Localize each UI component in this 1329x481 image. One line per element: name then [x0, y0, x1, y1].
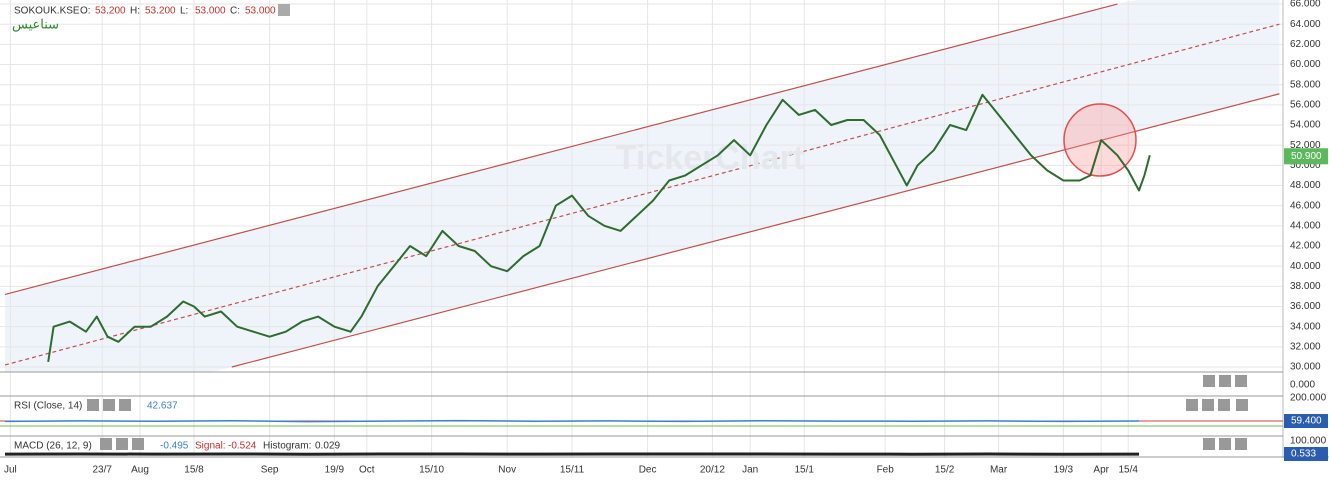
symbol: SOKOUK.KSE	[14, 6, 80, 17]
macd-badge-label: 0.533	[1291, 449, 1316, 460]
y-tick-label: 42.000	[1290, 241, 1321, 252]
arabic-name: سناعيس	[12, 16, 59, 32]
y-tick-label: 62.000	[1290, 39, 1321, 50]
ohlc-value: 53.200	[145, 6, 176, 17]
rsi-title: RSI (Close, 14)	[14, 401, 82, 412]
button[interactable]	[1219, 375, 1231, 387]
channel-line	[231, 93, 1280, 368]
ohlc-name: C:	[230, 6, 240, 17]
x-tick-label: Jan	[742, 465, 758, 476]
watermark: TickerChart	[616, 139, 804, 177]
macd-title: MACD (26, 12, 9)	[14, 441, 92, 452]
x-tick-label: Oct	[359, 465, 375, 476]
series-line	[47, 93, 1151, 363]
y-tick-label: 58.000	[1290, 79, 1321, 90]
button[interactable]	[1218, 399, 1230, 411]
button[interactable]	[1219, 438, 1231, 450]
macd-reading: -0.495	[160, 441, 189, 452]
button[interactable]	[119, 399, 131, 411]
x-tick-label: 15/2	[935, 465, 955, 476]
ohlc-value: 53.200	[95, 6, 126, 17]
signal-value: -0.524	[228, 441, 257, 452]
y-tick-label: 54.000	[1290, 120, 1321, 131]
x-tick-label: Jul	[4, 465, 17, 476]
button[interactable]	[1235, 438, 1247, 450]
button[interactable]	[1203, 438, 1215, 450]
histogram-value: 0.029	[315, 441, 340, 452]
button[interactable]	[103, 399, 115, 411]
ohlc-name: H:	[130, 6, 140, 17]
x-tick-label: 19/3	[1054, 465, 1074, 476]
channel-line	[4, 3, 1118, 295]
x-tick-label: Feb	[877, 465, 895, 476]
plot-layer	[0, 0, 1283, 457]
histogram-name: Histogram:	[263, 441, 311, 452]
y-tick-label: 52.000	[1290, 140, 1321, 151]
x-tick-label: 15/11	[560, 465, 585, 476]
strip-tick-label: 0.000	[1290, 380, 1315, 391]
y-tick-label: 34.000	[1290, 321, 1321, 332]
x-tick-label: Dec	[639, 465, 657, 476]
rsi-badge-label: 59.400	[1291, 416, 1322, 427]
ohlc-name: O:	[80, 6, 91, 17]
y-tick-label: 66.000	[1290, 0, 1321, 10]
ohlc-name: L:	[180, 6, 188, 17]
y-tick-label: 38.000	[1290, 281, 1321, 292]
x-tick-label: 15/10	[419, 465, 444, 476]
x-tick-label: Aug	[131, 465, 149, 476]
button[interactable]	[1236, 399, 1248, 411]
y-tick-label: 32.000	[1290, 341, 1321, 352]
ohlc-value: 53.000	[245, 6, 276, 17]
y-tick-label: 48.000	[1290, 180, 1321, 191]
menu-button[interactable]	[278, 4, 290, 16]
button[interactable]	[100, 438, 112, 450]
x-tick-label: 15/1	[794, 465, 814, 476]
y-tick-label: 36.000	[1290, 301, 1321, 312]
x-tick-label: Mar	[990, 465, 1008, 476]
y-tick-label: 100.000	[1290, 436, 1327, 447]
series-line	[4, 419, 1140, 423]
x-tick-label: 15/4	[1118, 465, 1138, 476]
rsi-reading: 42.637	[147, 401, 178, 412]
x-tick-label: Sep	[261, 465, 279, 476]
highlight-circle	[1063, 103, 1137, 177]
x-tick-label: Apr	[1093, 465, 1109, 476]
button[interactable]	[132, 438, 144, 450]
y-tick-label: 46.000	[1290, 200, 1321, 211]
macd-badge	[1284, 447, 1328, 462]
y-tick-label: 30.000	[1290, 362, 1321, 373]
x-tick-label: 15/8	[184, 465, 204, 476]
last-price-label: 50.900	[1291, 151, 1322, 162]
rsi-badge	[1284, 414, 1328, 429]
ohlc-value: 53.000	[195, 6, 226, 17]
channel-line	[4, 23, 1280, 366]
button[interactable]	[87, 399, 99, 411]
axis-bg	[1283, 0, 1329, 481]
button[interactable]	[116, 438, 128, 450]
y-tick-label: 44.000	[1290, 220, 1321, 231]
x-tick-label: 19/9	[325, 465, 345, 476]
panel-buttons	[87, 375, 1248, 450]
button[interactable]	[1203, 375, 1215, 387]
y-tick-label: 50.000	[1290, 160, 1321, 171]
x-tick-label: Nov	[498, 465, 516, 476]
y-tick-label: 60.000	[1290, 59, 1321, 70]
y-tick-label: 64.000	[1290, 19, 1321, 30]
button[interactable]	[1235, 375, 1247, 387]
last-price-badge	[1284, 148, 1328, 165]
button[interactable]	[1186, 399, 1198, 411]
x-tick-label: 23/7	[92, 465, 112, 476]
y-tick-label: 200.000	[1290, 393, 1327, 404]
button[interactable]	[1202, 399, 1214, 411]
y-tick-label: 40.000	[1290, 261, 1321, 272]
y-tick-label: 56.000	[1290, 99, 1321, 110]
signal-name: Signal:	[195, 441, 226, 452]
x-tick-label: 20/12	[700, 465, 725, 476]
